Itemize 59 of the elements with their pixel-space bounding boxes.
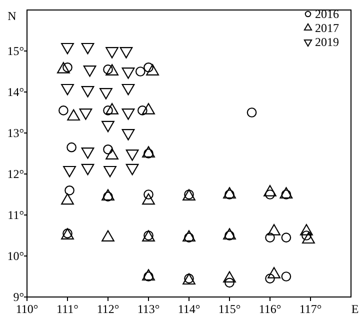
point bbox=[224, 278, 234, 288]
point bbox=[102, 120, 114, 132]
point bbox=[138, 106, 148, 116]
legend-label: 2019 bbox=[315, 35, 339, 49]
x-tick-label: 115° bbox=[218, 302, 241, 316]
point bbox=[122, 84, 135, 96]
x-tick-label: 116° bbox=[258, 302, 282, 316]
point bbox=[182, 230, 196, 242]
point bbox=[281, 232, 292, 242]
point bbox=[268, 267, 280, 278]
point bbox=[83, 66, 96, 77]
legend-label: 2017 bbox=[315, 21, 339, 35]
y-tick-label: 13° bbox=[7, 126, 24, 140]
point bbox=[135, 66, 146, 76]
x-tick-label: 110° bbox=[16, 302, 38, 316]
point bbox=[122, 129, 135, 140]
point bbox=[106, 47, 118, 58]
point bbox=[61, 84, 74, 96]
point bbox=[265, 274, 275, 284]
x-tick-label: 113° bbox=[137, 302, 160, 316]
point bbox=[102, 230, 114, 242]
x-axis-title: E bbox=[351, 302, 359, 316]
x-tick-label: 117° bbox=[299, 302, 322, 316]
point bbox=[265, 232, 275, 242]
point bbox=[64, 185, 74, 196]
point bbox=[61, 42, 74, 54]
y-axis-title: N bbox=[8, 9, 17, 23]
point bbox=[142, 193, 155, 205]
point bbox=[102, 189, 114, 200]
point bbox=[120, 47, 133, 58]
point bbox=[81, 86, 94, 98]
point bbox=[122, 108, 135, 120]
point bbox=[264, 185, 276, 196]
x-tick-label: 111° bbox=[56, 302, 79, 316]
point bbox=[302, 232, 315, 244]
x-tick-label: 114° bbox=[178, 302, 200, 316]
x-tick-label: 112° bbox=[96, 302, 120, 316]
point bbox=[300, 224, 313, 236]
point bbox=[223, 228, 236, 240]
point bbox=[280, 187, 293, 198]
point bbox=[223, 187, 236, 198]
y-tick-label: 15° bbox=[7, 44, 24, 58]
point bbox=[61, 193, 74, 205]
point bbox=[223, 271, 236, 282]
y-tick-label: 12° bbox=[7, 167, 24, 181]
y-tick-label: 14° bbox=[7, 85, 24, 99]
y-tick-label: 10° bbox=[7, 249, 24, 263]
y-tick-label: 9° bbox=[13, 290, 24, 304]
point bbox=[81, 42, 94, 54]
point bbox=[142, 269, 155, 280]
point bbox=[281, 272, 292, 282]
y-tick-label: 11° bbox=[8, 208, 24, 222]
point bbox=[246, 108, 257, 118]
point bbox=[58, 106, 68, 116]
point bbox=[268, 224, 280, 236]
point bbox=[66, 142, 76, 152]
point bbox=[122, 68, 135, 79]
point bbox=[100, 88, 112, 100]
point bbox=[79, 108, 92, 120]
